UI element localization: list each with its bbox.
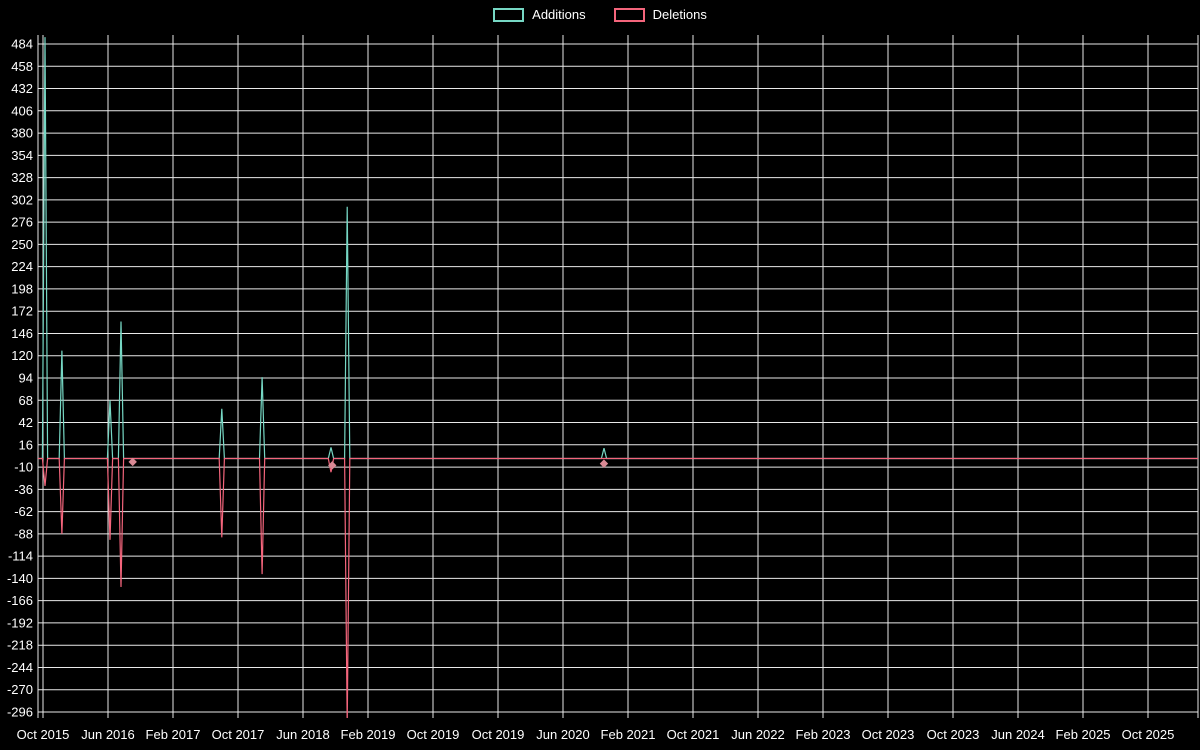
svg-text:172: 172 bbox=[11, 304, 33, 319]
svg-text:328: 328 bbox=[11, 170, 33, 185]
svg-text:Oct 2023: Oct 2023 bbox=[862, 727, 915, 742]
y-axis-labels: 484 458 432 406 380 354 328 302 276 250 224 198 172 1… bbox=[7, 37, 33, 720]
svg-text:Oct 2021: Oct 2021 bbox=[667, 727, 720, 742]
svg-text:Feb 2023: Feb 2023 bbox=[796, 727, 851, 742]
svg-text:Oct 2023: Oct 2023 bbox=[927, 727, 980, 742]
svg-text:-244: -244 bbox=[7, 660, 33, 675]
svg-text:-62: -62 bbox=[14, 504, 33, 519]
svg-text:380: 380 bbox=[11, 126, 33, 141]
svg-text:Oct 2015: Oct 2015 bbox=[17, 727, 70, 742]
svg-text:Feb 2019: Feb 2019 bbox=[341, 727, 396, 742]
svg-text:-88: -88 bbox=[14, 526, 33, 541]
axes bbox=[37, 35, 1199, 718]
svg-text:-166: -166 bbox=[7, 593, 33, 608]
svg-text:-114: -114 bbox=[8, 549, 33, 564]
svg-text:Jun 2024: Jun 2024 bbox=[991, 727, 1045, 742]
svg-text:Jun 2016: Jun 2016 bbox=[81, 727, 135, 742]
svg-text:120: 120 bbox=[11, 348, 33, 363]
svg-text:Feb 2025: Feb 2025 bbox=[1056, 727, 1111, 742]
svg-text:42: 42 bbox=[19, 415, 33, 430]
svg-text:-10: -10 bbox=[14, 460, 33, 475]
legend-item-deletions[interactable]: Deletions bbox=[613, 7, 707, 22]
chart-legend: Additions Deletions bbox=[0, 7, 1200, 22]
svg-text:406: 406 bbox=[11, 103, 33, 118]
svg-text:224: 224 bbox=[11, 259, 33, 274]
svg-text:354: 354 bbox=[11, 148, 33, 163]
svg-text:484: 484 bbox=[11, 37, 33, 52]
svg-text:16: 16 bbox=[19, 437, 33, 452]
svg-text:Oct 2017: Oct 2017 bbox=[212, 727, 265, 742]
svg-text:-192: -192 bbox=[7, 615, 33, 630]
svg-text:Jun 2020: Jun 2020 bbox=[536, 727, 590, 742]
legend-label-deletions: Deletions bbox=[652, 7, 707, 22]
svg-text:276: 276 bbox=[11, 215, 33, 230]
svg-text:250: 250 bbox=[11, 237, 33, 252]
svg-text:-270: -270 bbox=[7, 682, 33, 697]
svg-text:302: 302 bbox=[11, 192, 33, 207]
svg-text:-140: -140 bbox=[7, 571, 33, 586]
svg-text:Oct 2025: Oct 2025 bbox=[1122, 727, 1175, 742]
svg-text:Jun 2018: Jun 2018 bbox=[276, 727, 330, 742]
markers bbox=[128, 457, 609, 470]
svg-text:-296: -296 bbox=[7, 705, 33, 720]
svg-text:Feb 2021: Feb 2021 bbox=[601, 727, 656, 742]
svg-text:-36: -36 bbox=[14, 482, 33, 497]
series-deletions bbox=[38, 457, 1198, 718]
svg-text:458: 458 bbox=[11, 59, 33, 74]
series-additions bbox=[38, 37, 1198, 460]
svg-text:Oct 2019: Oct 2019 bbox=[407, 727, 460, 742]
svg-text:198: 198 bbox=[11, 281, 33, 296]
svg-text:-218: -218 bbox=[7, 638, 33, 653]
svg-text:Jun 2022: Jun 2022 bbox=[731, 727, 785, 742]
svg-text:432: 432 bbox=[11, 81, 33, 96]
svg-text:Feb 2017: Feb 2017 bbox=[146, 727, 201, 742]
svg-text:Oct 2019: Oct 2019 bbox=[472, 727, 525, 742]
svg-text:146: 146 bbox=[11, 326, 33, 341]
svg-text:68: 68 bbox=[19, 393, 33, 408]
svg-text:94: 94 bbox=[19, 371, 33, 386]
legend-label-additions: Additions bbox=[532, 7, 586, 22]
x-axis-labels: Oct 2015 Jun 2016 Feb 2017 Oct 2017 Jun 2018… bbox=[17, 727, 1175, 742]
deletions-swatch-icon bbox=[613, 7, 645, 22]
gridlines bbox=[38, 35, 1198, 718]
legend-item-additions[interactable]: Additions bbox=[493, 7, 586, 22]
additions-swatch-icon bbox=[493, 7, 525, 22]
